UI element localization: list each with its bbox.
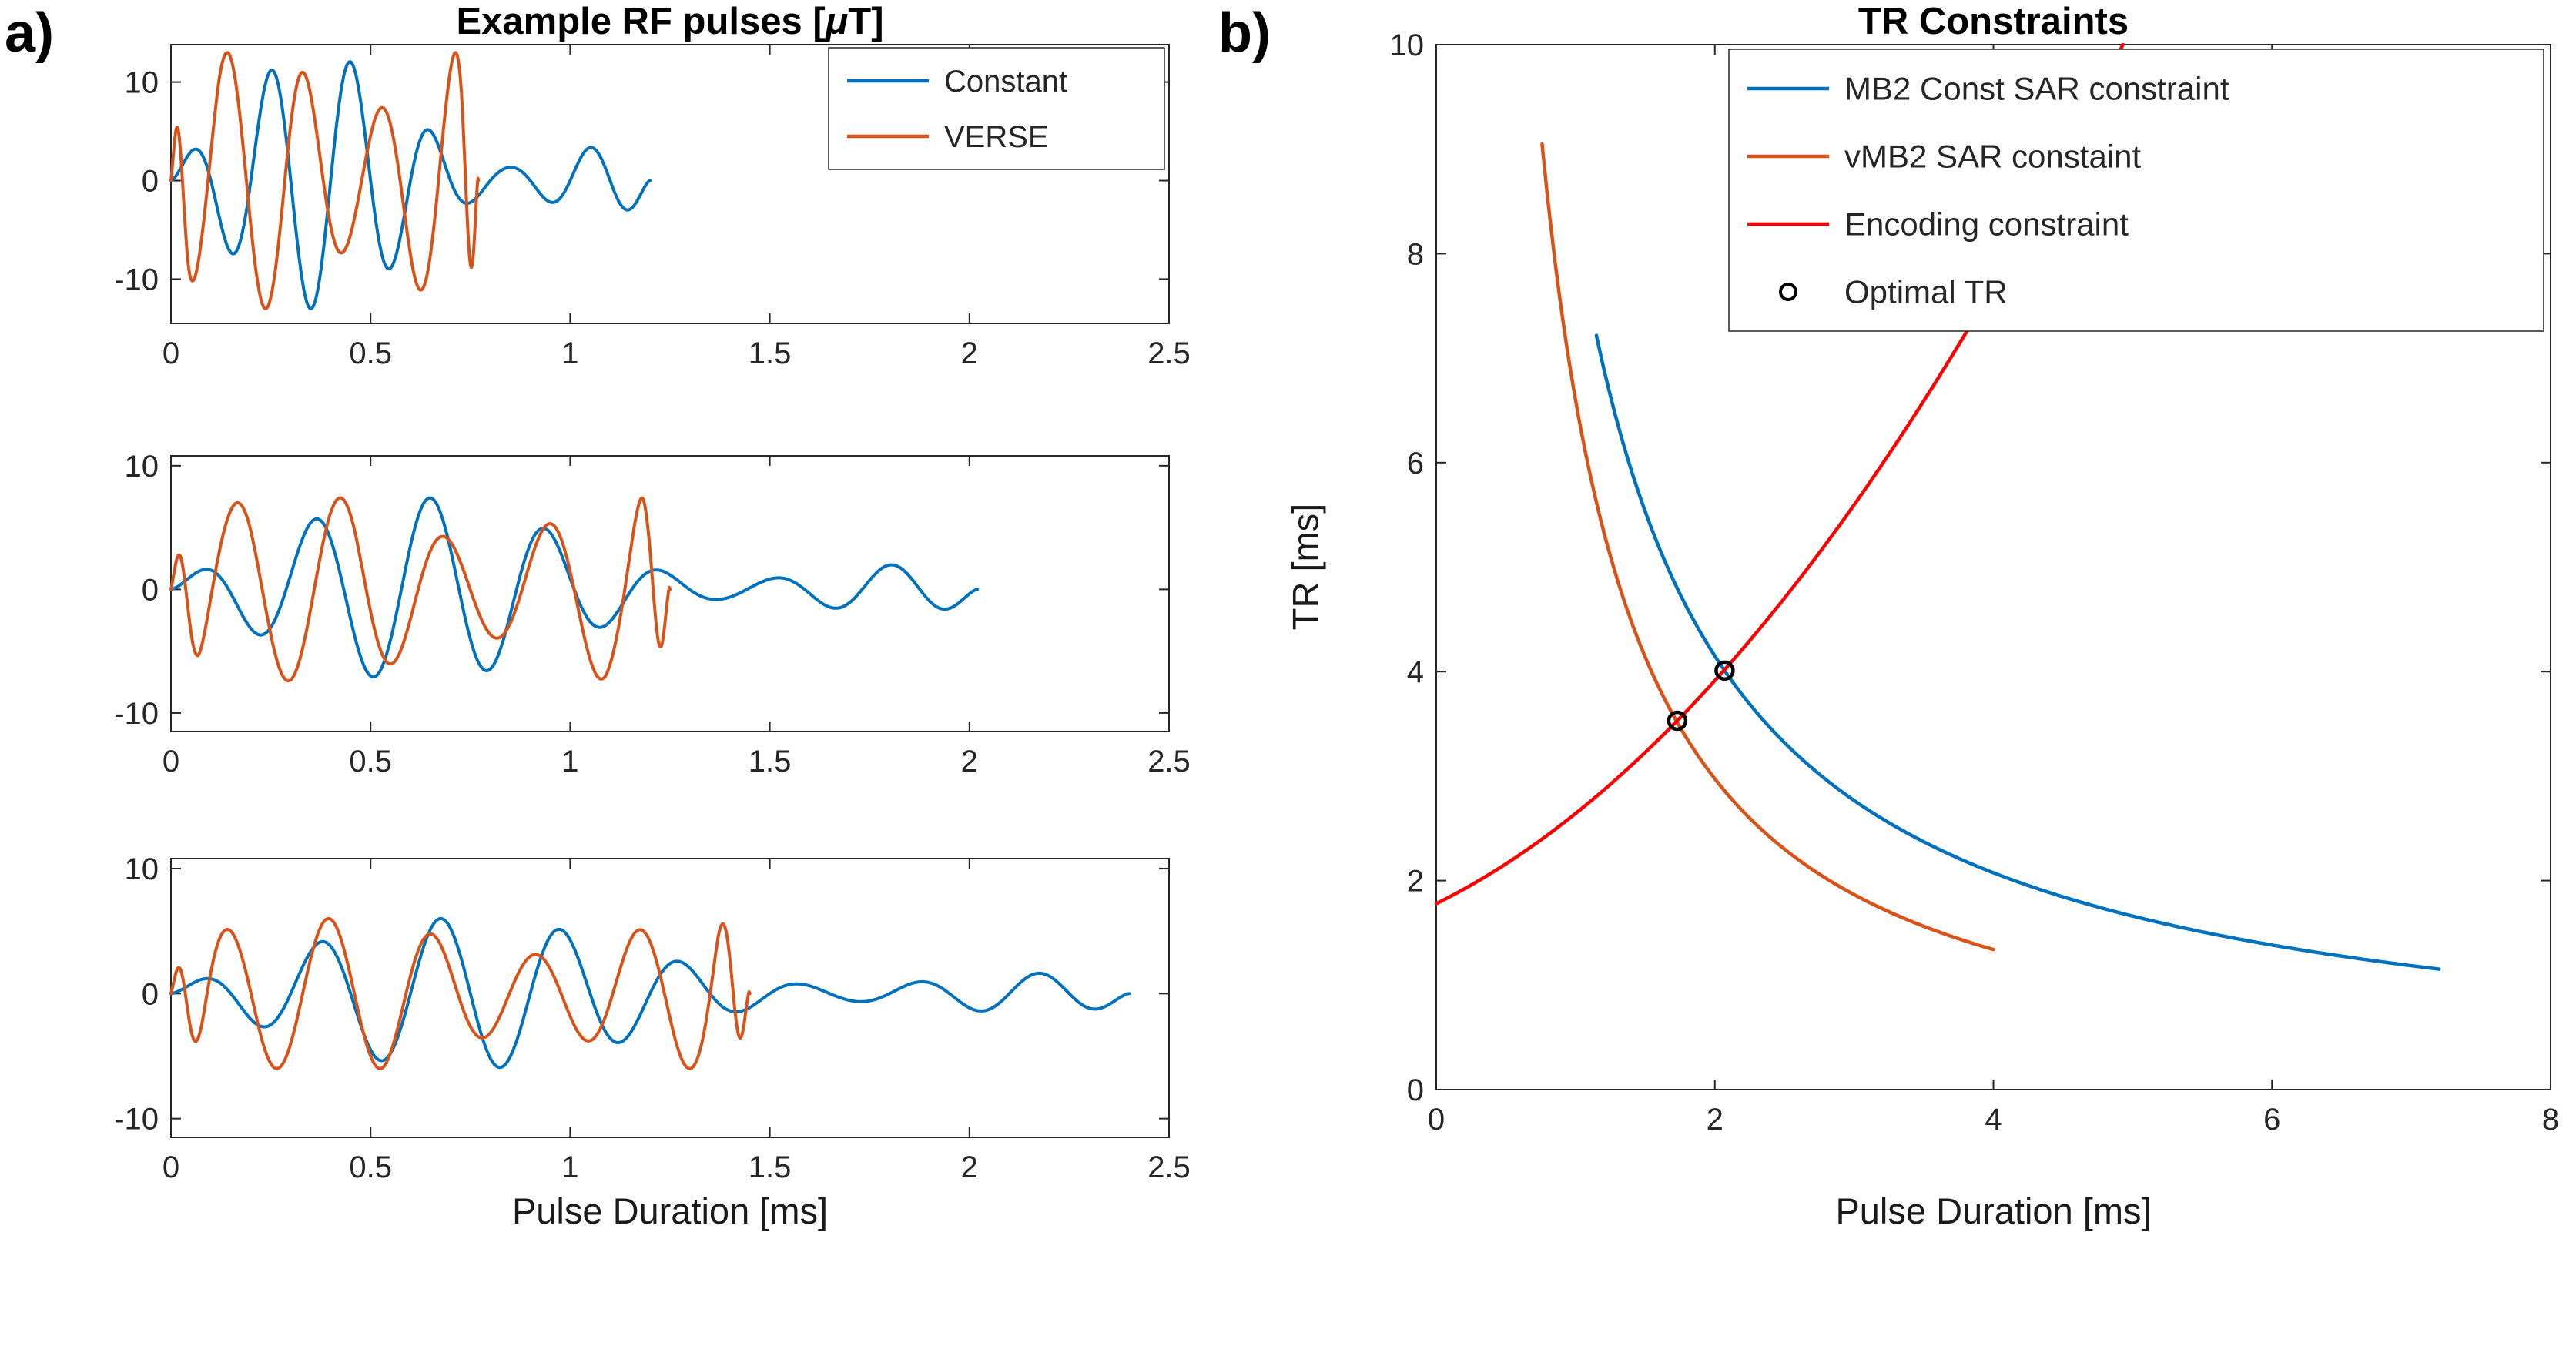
optimal-tr-marker-1 — [1667, 710, 1688, 732]
panel-b-title: TR Constraints — [1857, 1, 2129, 42]
panel-b-xlabel: Pulse Duration [ms] — [1835, 1190, 2152, 1231]
panel-b-legend — [1728, 49, 2544, 332]
panel-a-legend — [828, 47, 1165, 170]
y-tick-label: 10 — [125, 66, 159, 100]
legend-entry-label: MB2 Const SAR constraint — [1844, 71, 2229, 107]
x-tick-label: 1 — [561, 1150, 578, 1184]
legend-entry-label: vMB2 SAR constaint — [1844, 139, 2141, 175]
x-tick-label: 1.5 — [749, 336, 792, 370]
x-tick-label: 2 — [961, 336, 978, 370]
y-tick-label: -10 — [114, 263, 159, 296]
x-tick-label: 2.5 — [1147, 745, 1191, 778]
rf-subplot-2-area — [171, 456, 1169, 732]
tr-constraints-frame — [1435, 44, 2551, 1090]
verse-pulse-curve-3 — [169, 916, 752, 1070]
x-tick-label: 1.5 — [749, 745, 792, 778]
legend-entry-label: Optimal TR — [1844, 274, 2008, 310]
legend-entry-label: Constant — [944, 65, 1067, 99]
y-tick-label: 8 — [1407, 237, 1424, 271]
rf-subplot-2-frame — [170, 455, 1170, 732]
x-tick-label: 0 — [162, 745, 179, 778]
y-tick-label: 10 — [125, 852, 159, 886]
x-tick-label: 0.5 — [349, 336, 392, 370]
y-tick-label: -10 — [114, 1103, 159, 1137]
x-tick-label: 0.5 — [349, 745, 392, 778]
rf-subplot-3-area — [171, 859, 1169, 1137]
panel-a-title: Example RF pulses [μT] — [171, 0, 1169, 43]
panel-a-xlabel: Pulse Duration [ms] — [511, 1190, 829, 1231]
panel-a-title-suffix: T] — [848, 1, 884, 42]
x-tick-label: 4 — [1985, 1103, 2002, 1137]
mu-symbol: μ — [825, 1, 849, 42]
x-tick-label: 1 — [561, 336, 578, 370]
x-tick-label: 0 — [1428, 1103, 1445, 1137]
y-tick-label: 10 — [125, 450, 159, 484]
verse-pulse-curve-1 — [169, 51, 481, 310]
x-tick-label: 1 — [561, 745, 578, 778]
rf-subplot-3-frame — [170, 858, 1170, 1138]
vmb2-sar-constaint-curve — [1540, 142, 1995, 952]
y-tick-label: 10 — [1390, 28, 1425, 62]
rf-subplot-1-frame — [170, 44, 1170, 324]
constant-pulse-curve-1 — [169, 60, 652, 310]
optimal-tr-marker-2 — [1714, 660, 1735, 681]
x-tick-label: 2.5 — [1147, 1150, 1191, 1184]
legend-entry-label: Encoding constraint — [1844, 206, 2129, 243]
y-tick-label: 0 — [1407, 1073, 1424, 1107]
panel-a-title-prefix: Example RF pulses [ — [456, 1, 826, 42]
y-tick-label: -10 — [114, 697, 159, 731]
verse-pulse-curve-2 — [169, 496, 672, 683]
x-tick-label: 6 — [2263, 1103, 2280, 1137]
y-tick-label: 6 — [1407, 447, 1424, 480]
mb2-const-sar-constraint-curve — [1594, 333, 2441, 971]
x-tick-label: 2 — [961, 745, 978, 778]
x-tick-label: 1.5 — [749, 1150, 792, 1184]
y-tick-label: 0 — [142, 977, 159, 1011]
x-tick-label: 2 — [961, 1150, 978, 1184]
x-tick-label: 8 — [2542, 1103, 2559, 1137]
y-tick-label: 4 — [1407, 655, 1424, 689]
x-tick-label: 0 — [162, 336, 179, 370]
panel-a-label: a) — [5, 2, 55, 64]
x-tick-label: 2.5 — [1147, 336, 1191, 370]
x-tick-label: 2 — [1707, 1103, 1723, 1137]
constant-pulse-curve-3 — [169, 916, 1131, 1070]
legend-optimal-tr-marker — [1779, 283, 1797, 301]
panel-b-ylabel: TR [ms] — [1285, 503, 1326, 631]
y-tick-label: 0 — [142, 165, 159, 199]
panel-b-label: b) — [1218, 2, 1271, 64]
legend-entry-label: VERSE — [944, 120, 1049, 154]
y-tick-label: 0 — [142, 573, 159, 607]
y-tick-label: 2 — [1407, 865, 1424, 899]
x-tick-label: 0.5 — [349, 1150, 392, 1184]
panel-b-plot: 0 2 4 6 8 0 2 4 6 8 10 MB2 Const SAR constraint vMB2… — [1390, 28, 2560, 1137]
x-tick-label: 0 — [162, 1150, 179, 1184]
